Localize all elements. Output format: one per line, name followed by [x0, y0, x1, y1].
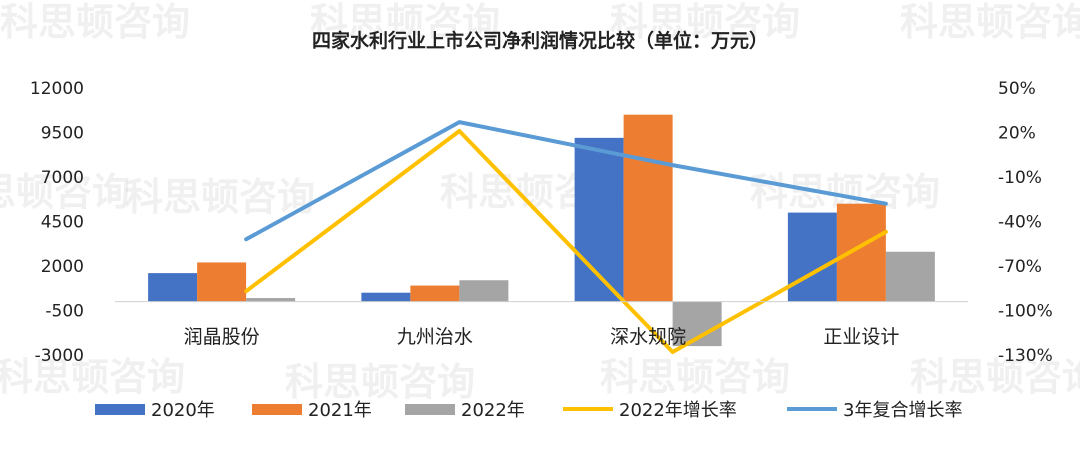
- legend-label: 2022年: [461, 400, 525, 421]
- left-tick-label: 7000: [41, 168, 84, 188]
- category-label: 正业设计: [823, 326, 899, 348]
- bar: [787, 212, 837, 302]
- watermark-text: 科思顿咨询: [900, 0, 1080, 44]
- left-tick-label: -500: [45, 302, 84, 322]
- bar: [148, 273, 198, 302]
- category-label: 九州治水: [397, 326, 473, 348]
- right-tick-label: -10%: [998, 168, 1042, 188]
- left-axis: 12000 9500 7000 4500 2000 -500 -3000: [30, 79, 84, 366]
- watermark-text: 科思顿咨询: [125, 175, 315, 219]
- watermark-text: 科思顿咨询: [0, 355, 185, 399]
- bar: [459, 280, 509, 302]
- chart-title: 四家水利行业上市公司净利润情况比较（单位：万元）: [312, 29, 768, 52]
- watermark-text: 科思顿咨询: [285, 360, 475, 404]
- bars-layer: [148, 114, 935, 347]
- left-tick-label: 9500: [41, 124, 84, 144]
- left-tick-label: 2000: [41, 257, 84, 277]
- bar: [623, 114, 673, 302]
- legend-swatch: [252, 404, 302, 415]
- bar: [246, 298, 296, 302]
- legend-swatch: [405, 404, 455, 415]
- right-axis: 50% 20% -10% -40% -70% -100% -130%: [998, 79, 1053, 366]
- watermark-text: 科思顿咨询: [0, 0, 190, 44]
- left-tick-label: 12000: [30, 79, 84, 99]
- watermark-text: 科思顿咨询: [600, 355, 790, 399]
- right-tick-label: 20%: [998, 124, 1036, 144]
- lines-layer: [244, 120, 888, 355]
- category-labels: 润晶股份 九州治水 深水规院 正业设计: [184, 326, 900, 348]
- legend: 2020年 2021年 2022年 2022年增长率 3年复合增长率: [95, 400, 962, 421]
- watermark-text: 科思顿咨询: [310, 0, 500, 44]
- watermark-text: 科思顿咨询: [610, 0, 800, 44]
- right-tick-label: -70%: [998, 257, 1042, 277]
- legend-swatch: [95, 404, 145, 415]
- category-label: 润晶股份: [184, 326, 260, 348]
- bar: [410, 285, 460, 302]
- series-line: [244, 120, 888, 242]
- category-label: 深水规院: [610, 326, 686, 348]
- watermark-text: 科思顿咨询: [910, 355, 1080, 399]
- legend-label: 2020年: [151, 400, 215, 421]
- left-tick-label: -3000: [35, 346, 84, 366]
- right-tick-label: -40%: [998, 213, 1042, 233]
- legend-label: 2022年增长率: [619, 400, 737, 421]
- right-tick-label: -100%: [998, 302, 1053, 322]
- bar: [836, 203, 886, 302]
- legend-label: 3年复合增长率: [843, 400, 962, 421]
- bar: [197, 262, 247, 302]
- right-tick-label: -130%: [998, 346, 1053, 366]
- legend-label: 2021年: [308, 400, 372, 421]
- bar: [361, 292, 411, 302]
- watermark-layer: 科思顿咨询 科思顿咨询 科思顿咨询 科思顿咨询 科思顿咨询 科思顿咨询 科思顿咨…: [0, 0, 1080, 404]
- bar: [885, 251, 935, 302]
- series-line: [244, 129, 888, 355]
- watermark-text: 科思顿咨询: [0, 170, 130, 214]
- left-tick-label: 4500: [41, 213, 84, 233]
- right-tick-label: 50%: [998, 79, 1036, 99]
